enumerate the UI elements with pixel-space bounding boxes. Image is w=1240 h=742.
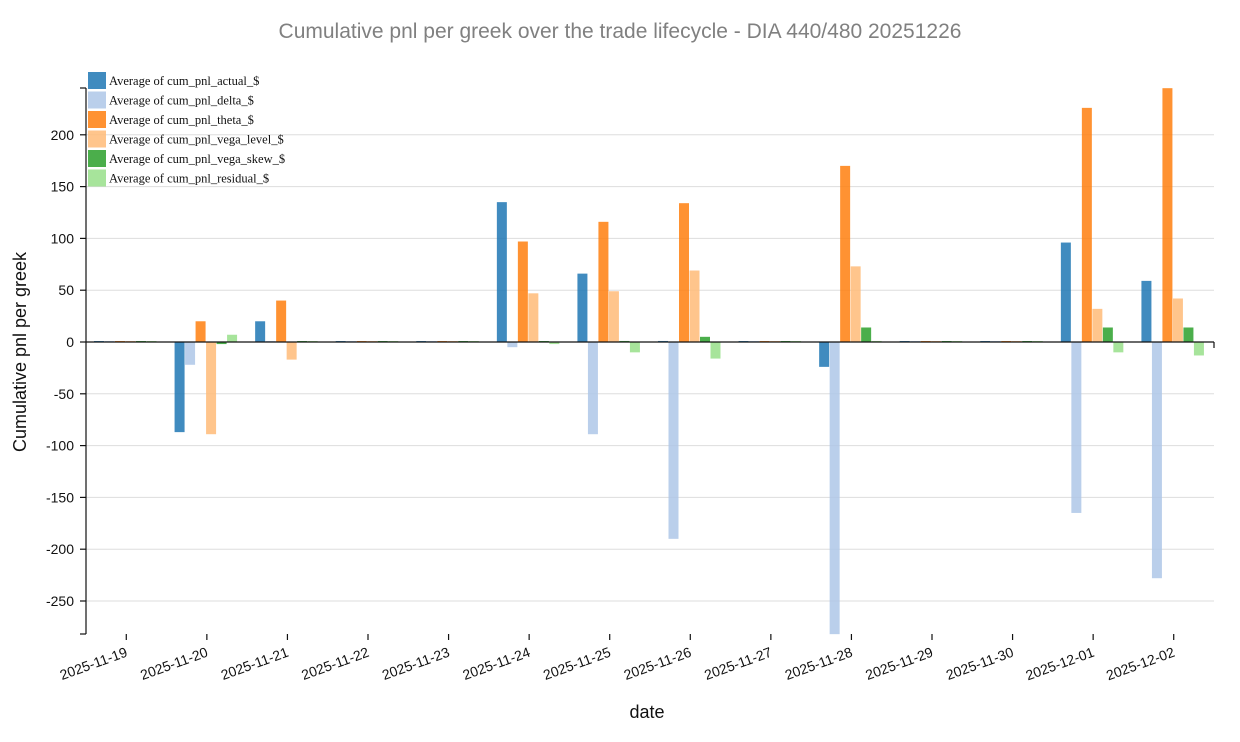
bar-series-4-2025-12-01: [1102, 327, 1113, 342]
bar-series-4-2025-12-02: [1183, 327, 1194, 342]
legend: Average of cum_pnl_actual_$ Average of cu…: [88, 72, 285, 187]
chart-title: Cumulative pnl per greek over the trade …: [279, 20, 962, 43]
legend-swatch: [88, 72, 106, 89]
bar-series-5-2025-11-24: [549, 342, 560, 345]
grid-lines: [86, 134, 1214, 602]
bar-series-1-2025-11-20: [185, 342, 196, 365]
bar-series-5-2025-12-02: [1193, 342, 1204, 356]
bar-series-4-2025-11-28: [861, 327, 872, 342]
legend-swatch: [88, 111, 106, 128]
bar-series-3-2025-11-28: [850, 266, 861, 342]
x-axis-label: date: [629, 702, 664, 722]
y-tick-label: -150: [46, 489, 74, 505]
x-tick-label: 2025-11-23: [380, 644, 452, 683]
bar-series-3-2025-12-01: [1092, 308, 1103, 342]
y-tick-labels: -250 -200 -150 -100 -50 0 50 100 150 200: [46, 127, 86, 609]
legend-label: Average of cum_pnl_theta_$: [109, 113, 254, 127]
bar-series-1-2025-11-24: [507, 342, 518, 348]
bar-series-1-2025-11-25: [587, 342, 598, 435]
bar-series-2-2025-11-21: [276, 300, 287, 342]
y-tick-label: 100: [51, 230, 75, 246]
bar-series-2-2025-11-28: [840, 165, 851, 342]
bar-series-4-2025-11-26: [700, 336, 710, 342]
bar-series-5-2025-11-25: [629, 342, 640, 353]
bar-series-1-2025-11-28: [829, 342, 840, 635]
y-tick-label: 200: [51, 127, 75, 143]
bar-series-5-2025-12-01: [1113, 342, 1124, 353]
legend-label: Average of cum_pnl_vega_level_$: [109, 133, 284, 147]
x-tick-label: 2025-11-26: [622, 644, 694, 683]
x-tick-label: 2025-11-25: [541, 644, 613, 683]
bar-series-1-2025-11-26: [668, 342, 679, 539]
bar-series-0-2025-12-01: [1060, 242, 1071, 342]
x-tick-label: 2025-11-27: [702, 644, 774, 683]
y-tick-label: 0: [66, 334, 74, 350]
legend-swatch: [88, 91, 106, 109]
bar-series-3-2025-11-24: [528, 293, 539, 342]
x-tick-label: 2025-12-01: [1023, 644, 1096, 684]
bar-series-1-2025-12-02: [1151, 342, 1162, 579]
y-tick-label: -100: [46, 438, 74, 454]
legend-label: Average of cum_pnl_vega_skew_$: [109, 152, 285, 166]
y-tick-label: -250: [46, 593, 74, 609]
bar-series-5-2025-11-20: [227, 334, 238, 342]
y-axis-label: Cumulative pnl per greek: [10, 251, 30, 452]
x-tick-label: 2025-12-02: [1104, 644, 1177, 684]
legend-label: Average of cum_pnl_residual_$: [109, 172, 269, 186]
bar-series-3-2025-12-02: [1172, 298, 1183, 342]
bar-series-0-2025-12-02: [1141, 280, 1152, 342]
bars: [94, 88, 1204, 635]
bar-series-3-2025-11-20: [206, 342, 217, 435]
x-tick-labels: 2025-11-19 2025-11-20 2025-11-21 2025-11-22…: [58, 634, 1177, 683]
bar-series-0-2025-11-25: [577, 273, 588, 342]
bar-series-0-2025-11-24: [496, 202, 507, 342]
legend-label: Average of cum_pnl_delta_$: [109, 94, 254, 108]
legend-label: Average of cum_pnl_actual_$: [109, 74, 259, 88]
bar-series-3-2025-11-25: [608, 291, 619, 342]
bar-series-0-2025-11-20: [174, 342, 185, 433]
y-tick-label: -50: [54, 386, 74, 402]
y-tick-label: 150: [51, 179, 75, 195]
bar-series-2-2025-12-02: [1162, 88, 1173, 343]
legend-swatch: [88, 130, 106, 148]
y-tick-label: 50: [58, 282, 74, 298]
bar-series-3-2025-11-26: [689, 270, 700, 342]
x-tick-label: 2025-11-19: [58, 644, 130, 683]
bar-series-2-2025-11-20: [195, 321, 206, 342]
x-tick-label: 2025-11-24: [460, 644, 532, 683]
bar-series-0-2025-11-21: [255, 321, 266, 342]
bar-series-2-2025-11-25: [598, 221, 609, 342]
axes: [80, 87, 1215, 635]
bar-series-1-2025-12-01: [1071, 342, 1082, 513]
legend-swatch: [88, 150, 106, 167]
bar-series-3-2025-11-21: [286, 342, 297, 360]
x-tick-label: 2025-11-20: [138, 644, 210, 683]
x-tick-label: 2025-11-30: [944, 644, 1016, 683]
x-tick-label: 2025-11-22: [299, 644, 371, 683]
bar-series-2-2025-12-01: [1081, 107, 1092, 342]
bar-series-2-2025-11-24: [517, 241, 528, 342]
bar-series-0-2025-11-28: [819, 342, 830, 367]
bar-series-2-2025-11-26: [679, 203, 689, 342]
y-tick-label: -200: [46, 541, 74, 557]
legend-swatch: [88, 169, 106, 187]
x-tick-label: 2025-11-28: [783, 644, 855, 683]
x-tick-label: 2025-11-21: [219, 644, 291, 683]
bar-series-5-2025-11-26: [710, 342, 721, 359]
bar-series-4-2025-11-20: [216, 342, 227, 345]
x-tick-label: 2025-11-29: [863, 644, 935, 683]
